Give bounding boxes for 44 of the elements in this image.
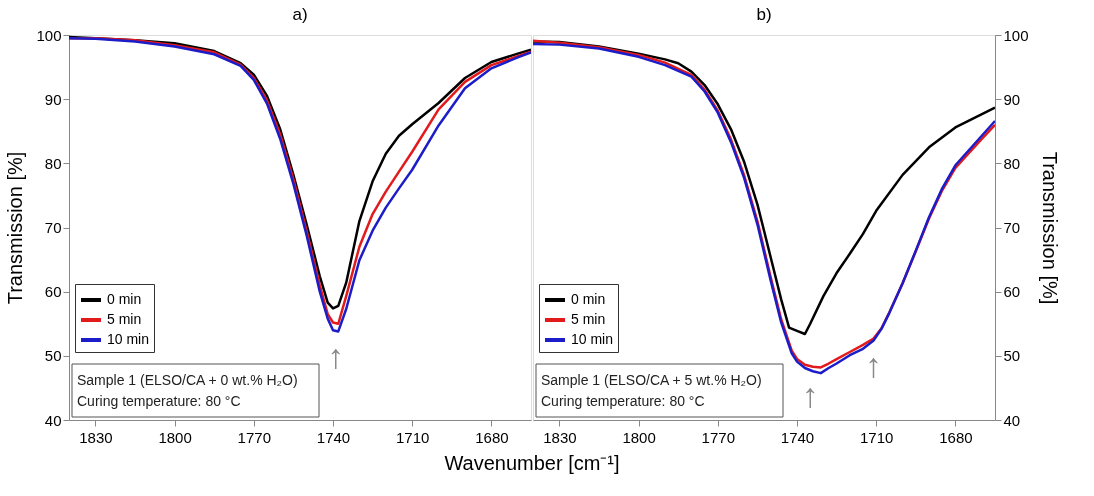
annotation: ↑ [865, 346, 883, 385]
y-tick-label: 60 [1003, 283, 1021, 301]
annotation: Curing temperature: 80 °C [77, 393, 241, 409]
x-tick-label: 1830 [543, 428, 577, 446]
x-tick-label: 1830 [79, 428, 113, 446]
y-tick-label: 100 [1003, 26, 1029, 44]
annotation: ↑ [801, 375, 819, 414]
y-axis-title: Transmission [%] [1038, 151, 1061, 305]
legend-label: 0 min [571, 291, 606, 307]
annotation: ↑ [327, 336, 345, 375]
y-tick-label: 40 [1003, 411, 1021, 429]
y-tick-label: 40 [44, 411, 62, 429]
y-tick-label: 60 [44, 283, 62, 301]
legend-label: 10 min [571, 331, 614, 347]
legend-label: 0 min [107, 291, 142, 307]
y-tick-label: 50 [44, 347, 62, 365]
x-tick-label: 1680 [939, 428, 973, 446]
legend-label: 10 min [107, 331, 150, 347]
x-tick-label: 1770 [237, 428, 271, 446]
annotation: Sample 1 (ELSO/CA + 5 wt.% H₂O) [541, 372, 762, 388]
legend-label: 5 min [571, 311, 606, 327]
y-tick-label: 100 [36, 26, 62, 44]
annotation: Curing temperature: 80 °C [541, 393, 705, 409]
y-tick-label: 70 [44, 219, 62, 236]
y-tick-label: 90 [1003, 90, 1021, 108]
x-tick-label: 1740 [316, 428, 351, 446]
x-tick-label: 1800 [158, 428, 192, 446]
y-tick-label: 80 [1003, 154, 1021, 172]
x-tick-label: 1710 [860, 428, 894, 446]
x-tick-label: 1800 [622, 428, 656, 446]
chart-title: b) [756, 5, 772, 24]
x-axis-title: Wavenumber [cm⁻¹] [444, 451, 620, 474]
y-tick-label: 80 [44, 154, 62, 172]
x-tick-label: 1680 [475, 428, 509, 446]
annotation: Sample 1 (ELSO/CA + 0 wt.% H₂O) [77, 372, 298, 388]
x-tick-label: 1770 [701, 428, 735, 446]
y-tick-label: 90 [44, 90, 62, 108]
y-tick-label: 50 [1003, 347, 1021, 365]
x-tick-label: 1710 [396, 428, 430, 446]
x-tick-label: 1740 [780, 428, 815, 446]
y-tick-label: 70 [1003, 219, 1021, 236]
legend-label: 5 min [107, 311, 142, 327]
y-axis-title: Transmission [%] [4, 151, 27, 305]
chart-title: a) [292, 5, 308, 24]
